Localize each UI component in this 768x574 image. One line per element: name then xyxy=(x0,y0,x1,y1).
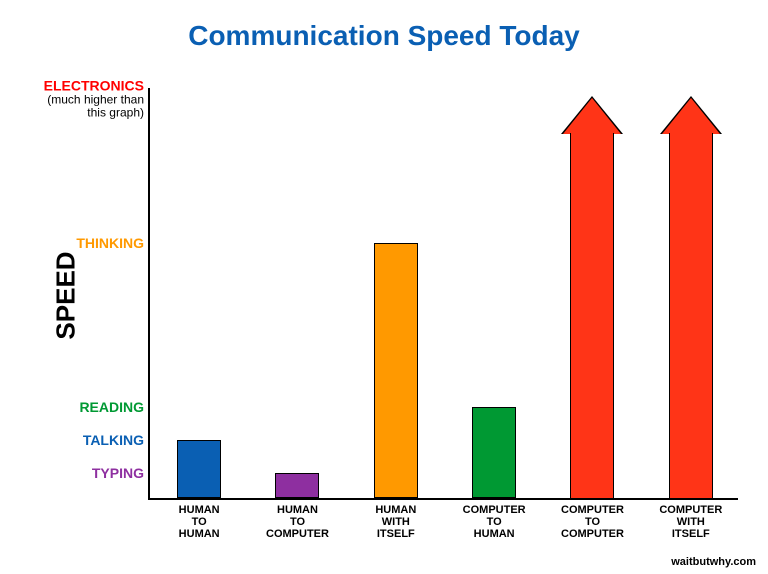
bar-slot-computer-to-computer: COMPUTERTOCOMPUTER xyxy=(543,86,641,498)
arrow-shaft-computer-to-computer xyxy=(570,133,614,498)
arrow-head-computer-with-itself xyxy=(662,98,720,134)
ylevel-thinking: THINKING xyxy=(76,235,150,251)
bar-slot-human-with-itself: HUMANWITHITSELF xyxy=(347,86,445,498)
xlabel-computer-to-computer: COMPUTERTOCOMPUTER xyxy=(561,504,624,540)
bar-slot-human-to-computer: HUMANTOCOMPUTER xyxy=(248,86,346,498)
y-axis-title: SPEED xyxy=(51,251,82,339)
bar-human-with-itself xyxy=(374,243,418,498)
arrow-shaft-computer-with-itself xyxy=(669,133,713,498)
xlabel-human-to-human: HUMANTOHUMAN xyxy=(179,504,220,540)
xlabel-computer-to-human: COMPUTERTOHUMAN xyxy=(463,504,526,540)
ylevel-electronics: ELECTRONICS(much higher thanthis graph) xyxy=(44,78,150,119)
bar-computer-to-human xyxy=(472,407,516,498)
chart-title: Communication Speed Today xyxy=(0,20,768,52)
ylevel-talking: TALKING xyxy=(83,432,150,448)
xlabel-human-with-itself: HUMANWITHITSELF xyxy=(375,504,416,540)
bar-slot-computer-with-itself: COMPUTERWITHITSELF xyxy=(642,86,740,498)
bar-slot-computer-to-human: COMPUTERTOHUMAN xyxy=(445,86,543,498)
bar-human-to-computer xyxy=(275,473,319,498)
bar-human-to-human xyxy=(177,440,221,498)
bar-slot-human-to-human: HUMANTOHUMAN xyxy=(150,86,248,498)
arrow-head-computer-to-computer xyxy=(563,98,621,134)
credit-text: waitbutwhy.com xyxy=(671,556,756,568)
xlabel-computer-with-itself: COMPUTERWITHITSELF xyxy=(659,504,722,540)
plot-area: ELECTRONICS(much higher thanthis graph)T… xyxy=(148,88,738,500)
xlabel-human-to-computer: HUMANTOCOMPUTER xyxy=(266,504,329,540)
ylevel-typing: TYPING xyxy=(92,465,150,481)
ylevel-reading: READING xyxy=(79,399,150,415)
